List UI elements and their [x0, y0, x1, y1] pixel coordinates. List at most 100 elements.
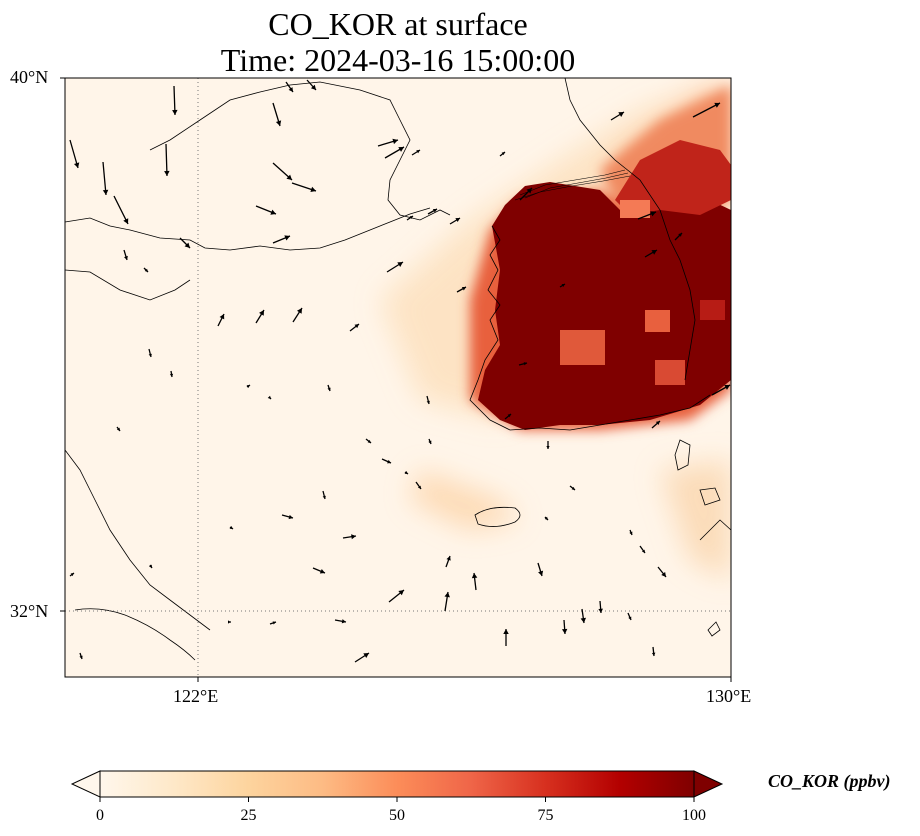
colorbar-tick-25: 25	[240, 807, 257, 824]
colorbar-body	[100, 771, 694, 797]
colorbar	[70, 770, 724, 802]
concentration-plume-high	[478, 140, 731, 430]
wind-arrow	[281, 514, 294, 520]
wind-arrow	[499, 151, 506, 157]
map-plot-area	[65, 78, 731, 677]
wind-arrow	[123, 249, 128, 261]
wind-arrow	[544, 516, 549, 521]
wind-arrow	[267, 395, 272, 400]
wind-arrow	[598, 600, 603, 614]
wind-arrow	[561, 619, 568, 635]
wind-arrow	[327, 384, 331, 392]
wind-arrow	[292, 307, 303, 323]
title-line-1: CO_KOR at surface	[268, 6, 528, 42]
wind-arrow	[228, 620, 231, 624]
wind-arrow	[169, 370, 174, 378]
wind-arrow	[456, 286, 467, 293]
wind-arrow	[388, 589, 405, 603]
wind-arrow	[322, 490, 326, 500]
wind-arrow	[148, 564, 153, 569]
wind-arrow	[229, 525, 234, 530]
wind-arrow	[312, 567, 326, 574]
wind-arrow	[179, 237, 191, 249]
wind-arrow	[651, 646, 656, 657]
wind-arrow	[504, 413, 512, 420]
wind-arrow	[503, 629, 509, 646]
wind-arrow	[426, 395, 430, 405]
wind-arrow	[69, 572, 75, 577]
wind-arrow	[519, 187, 533, 201]
wind-arrow	[637, 211, 657, 220]
colorbar-extend-low	[70, 770, 101, 798]
wind-arrow	[217, 313, 225, 327]
country-borders	[514, 169, 631, 201]
wind-arrow	[354, 652, 370, 663]
wind-arrow	[377, 138, 399, 147]
colorbar-tick-50: 50	[389, 807, 405, 824]
wind-arrow	[272, 102, 282, 127]
wind-arrow	[334, 619, 347, 624]
wind-arrow	[427, 208, 438, 215]
wind-arrow	[639, 545, 646, 554]
wind-arrow	[415, 481, 422, 490]
wind-arrow	[546, 441, 550, 449]
wind-arrow	[657, 566, 667, 578]
wind-arrow	[79, 652, 83, 660]
wind-arrow	[711, 384, 731, 396]
coastlines	[65, 78, 731, 661]
colorbar-label: CO_KOR (ppbv)	[768, 771, 891, 791]
wind-arrow	[255, 205, 277, 215]
wind-arrow	[651, 420, 661, 429]
wind-arrow	[365, 438, 372, 444]
wind-arrow	[342, 534, 357, 540]
wind-arrow	[272, 235, 291, 244]
wind-arrow	[306, 79, 317, 91]
wind-arrow	[610, 111, 625, 121]
wind-arrow	[172, 85, 178, 116]
wind-arrow	[449, 217, 461, 225]
wind-arrow	[349, 323, 360, 332]
wind-arrow	[102, 161, 109, 196]
wind-arrow	[518, 362, 528, 366]
wind-arrow	[143, 267, 149, 273]
colorbar-tick-100: 100	[682, 807, 706, 824]
lon-label-122: 122°E	[173, 686, 219, 706]
wind-arrow	[285, 81, 294, 93]
wind-arrow	[246, 384, 251, 389]
colorbar-tick-0: 0	[96, 807, 104, 824]
wind-arrow	[113, 195, 129, 225]
wind-arrow	[580, 608, 586, 624]
wind-vectors	[69, 79, 731, 663]
wind-arrow	[164, 143, 170, 177]
wind-arrow	[674, 232, 683, 241]
wind-arrow	[537, 562, 544, 577]
lon-label-130: 130°E	[706, 686, 752, 706]
wind-arrow	[445, 555, 451, 568]
map-frame	[64, 77, 732, 678]
wind-arrow	[255, 309, 265, 324]
colorbar-tick-75: 75	[537, 807, 554, 824]
wind-arrow	[269, 621, 277, 625]
wind-arrow	[272, 162, 293, 181]
lat-label-40: 40°N	[10, 67, 49, 87]
wind-arrow	[692, 102, 721, 118]
wind-arrow	[569, 485, 576, 491]
wind-arrow	[406, 215, 414, 221]
wind-arrow	[444, 591, 450, 612]
colorbar-extend-high	[693, 770, 724, 798]
lat-label-32: 32°N	[10, 601, 49, 621]
title-line-2: Time: 2024-03-16 15:00:00	[220, 42, 576, 78]
wind-arrow	[629, 529, 633, 536]
gridlines	[65, 78, 731, 677]
wind-arrow	[627, 612, 632, 621]
wind-arrow	[69, 139, 80, 169]
wind-arrow	[386, 261, 404, 273]
wind-arrow	[291, 182, 317, 193]
wind-arrow	[116, 426, 121, 432]
wind-arrow	[384, 146, 405, 159]
wind-arrow	[559, 283, 566, 288]
wind-arrow	[404, 470, 409, 475]
wind-arrow	[411, 149, 421, 156]
axis-ticks	[60, 77, 732, 682]
